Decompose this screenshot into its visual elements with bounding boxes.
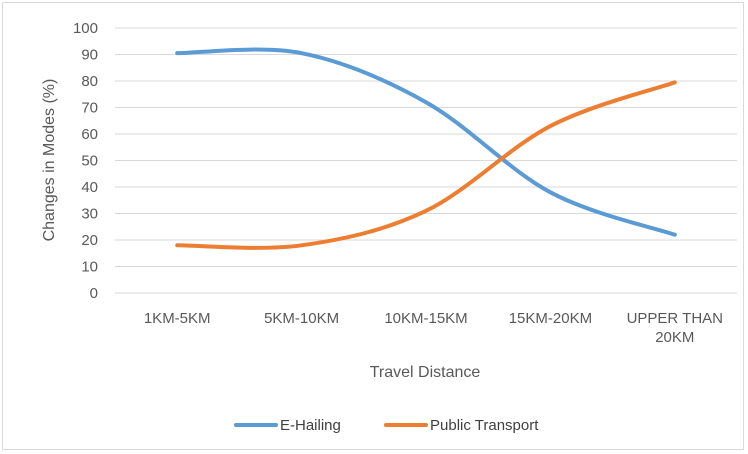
y-tick-label: 80 [81,73,98,90]
y-tick-label: 100 [73,20,98,37]
x-tick-label: 15KM-20KM [509,310,592,327]
y-tick-label: 90 [81,47,98,64]
gridlines [115,27,737,294]
y-tick-label: 50 [81,153,98,170]
y-tick-label: 0 [90,285,98,302]
series-line-e-hailing [175,47,677,237]
x-tick-label-line: 20KM [655,329,694,346]
x-tick-label-line: UPPER THAN [627,310,723,327]
y-tick-label: 60 [81,126,98,143]
x-tick-label: UPPER THAN 20KM [627,310,723,346]
y-tick-labels: 0 10 20 30 40 50 60 70 80 90 100 [73,20,98,302]
x-tick-label-line: 10KM-15KM [384,310,467,327]
x-tick-label-line: 1KM-5KM [144,310,211,327]
y-tick-label: 20 [81,232,98,249]
x-tick-label: 5KM-10KM [264,310,339,327]
legend-label: Public Transport [430,417,539,434]
y-tick-label: 10 [81,259,98,276]
x-tick-labels: 1KM-5KM 5KM-10KM 10KM-15KM 15KM-20KM UPPER T… [144,310,723,346]
x-tick-label-line: 15KM-20KM [509,310,592,327]
y-tick-label: 40 [81,179,98,196]
x-tick-label: 1KM-5KM [144,310,211,327]
y-axis-title: Changes in Modes (%) [41,79,58,242]
legend-label: E-Hailing [280,417,341,434]
x-tick-label: 10KM-15KM [384,310,467,327]
legend: E-Hailing Public Transport [234,417,539,434]
series-lines [175,47,677,250]
y-tick-label: 30 [81,206,98,223]
x-axis-title: Travel Distance [370,364,481,381]
y-tick-label: 70 [81,100,98,117]
series-line-public-transport [175,80,677,250]
x-tick-label-line: 5KM-10KM [264,310,339,327]
